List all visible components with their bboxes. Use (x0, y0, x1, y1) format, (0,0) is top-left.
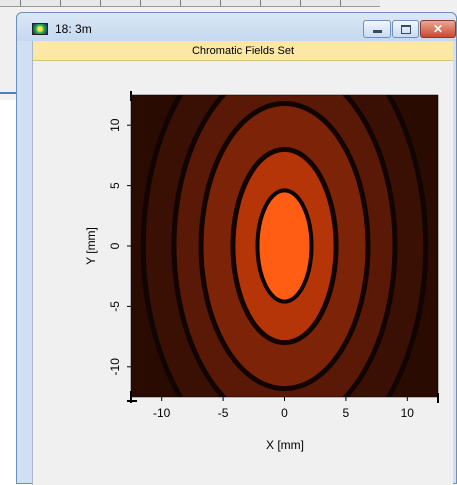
x-tick-label: -5 (218, 406, 229, 420)
x-tick-label: 0 (281, 406, 288, 420)
window-client-area: Chromatic Fields Set -10 -5 0 5 10 -10 -5 0 5 10 … (32, 41, 453, 485)
panel-header: Chromatic Fields Set (33, 41, 453, 61)
x-tick-label: 10 (401, 406, 415, 420)
y-tick-label: 0 (108, 242, 122, 249)
minimize-icon (372, 30, 382, 33)
y-tick-label: 10 (108, 118, 122, 132)
background-accent-line (0, 92, 25, 94)
y-tick-label: -5 (108, 301, 122, 312)
x-axis-label: X [mm] (266, 438, 304, 452)
y-axis-label: Y [mm] (84, 227, 98, 265)
x-tick-label: 5 (343, 406, 350, 420)
background-ruler (0, 0, 380, 7)
central-lobe (255, 188, 314, 304)
maximize-button[interactable] (392, 20, 419, 38)
field-view-window: 18: 3m ✕ Chromatic Fields Set -10 -5 0 5 10-… (16, 12, 457, 485)
window-title: 18: 3m (55, 22, 92, 36)
close-button[interactable]: ✕ (420, 20, 456, 38)
field-plot[interactable]: -10 -5 0 5 10 -10 -5 0 5 10 X [mm] Y [mm] (33, 41, 453, 485)
window-titlebar[interactable]: 18: 3m ✕ (17, 13, 456, 41)
minimize-button[interactable] (363, 20, 391, 38)
field-view-icon (32, 23, 48, 35)
heatmap-image (131, 95, 438, 397)
close-icon: ✕ (432, 22, 444, 36)
plot-axes: -10 -5 0 5 10 -10 -5 0 5 10 (108, 91, 439, 420)
x-tick-label: -10 (153, 406, 171, 420)
maximize-icon (400, 24, 411, 34)
y-tick-label: 5 (108, 182, 122, 189)
y-tick-label: -10 (108, 358, 122, 376)
